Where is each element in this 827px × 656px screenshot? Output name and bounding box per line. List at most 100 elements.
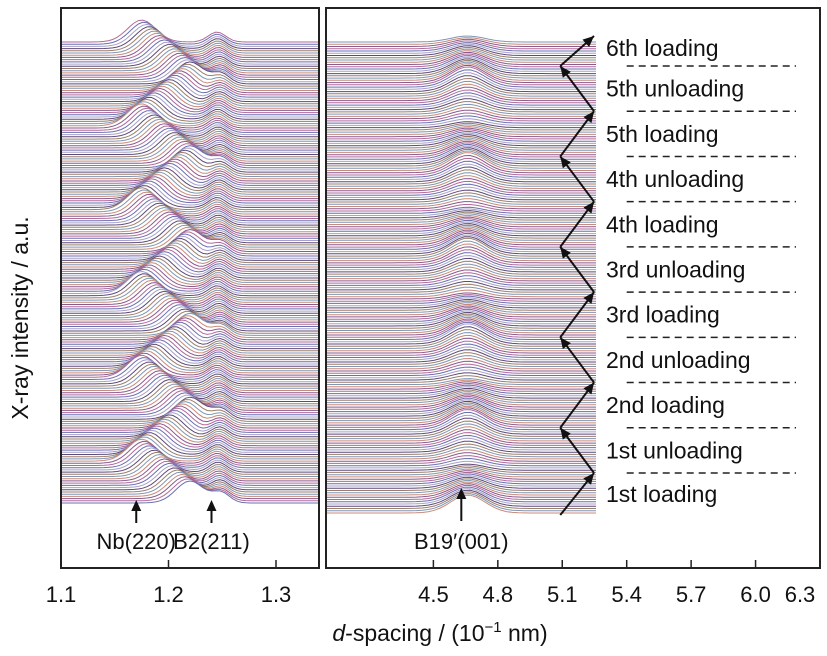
left-trace: [61, 198, 319, 222]
right-trace: [326, 226, 596, 241]
right-trace: [326, 143, 596, 160]
right-trace: [326, 494, 596, 514]
left-trace: [61, 427, 319, 451]
left-trace: [61, 332, 319, 356]
right-trace: [326, 115, 596, 124]
right-trace: [326, 152, 596, 171]
right-trace: [326, 132, 596, 144]
right-trace: [326, 414, 596, 433]
left-trace: [61, 118, 319, 142]
x-axis-ticks: 1.1 1.2 1.3 4.5 4.8 5.1 5.4 5.7 6.0 6.3: [46, 560, 821, 607]
right-trace: [326, 484, 596, 500]
left-trace: [61, 273, 319, 297]
right-trace: [326, 295, 596, 304]
x-tick-label: 5.7: [676, 582, 707, 607]
right-trace: [326, 231, 596, 248]
right-trace: [326, 83, 596, 99]
right-trace: [326, 55, 596, 70]
right-trace: [326, 150, 596, 169]
left-trace: [61, 191, 319, 215]
right-trace: [326, 208, 596, 216]
right-trace: [326, 106, 596, 117]
left-trace: [61, 372, 319, 396]
right-trace: [326, 340, 596, 356]
left-trace: [61, 83, 319, 107]
right-trace: [326, 372, 596, 381]
right-trace: [326, 48, 596, 61]
left-trace: [61, 337, 319, 361]
peak-label: Nb(220): [97, 529, 176, 554]
left-trace: [61, 23, 319, 47]
right-trace: [326, 320, 596, 338]
left-trace: [61, 370, 319, 394]
left-panel-frame: [60, 7, 320, 569]
left-trace: [61, 282, 319, 305]
right-trace: [326, 493, 596, 512]
right-trace: [326, 221, 596, 235]
left-trace: [61, 445, 319, 469]
x-tick-label: 4.8: [483, 582, 514, 607]
right-trace: [326, 50, 596, 63]
right-trace: [326, 95, 596, 108]
right-trace: [326, 310, 596, 325]
right-trace: [326, 157, 596, 176]
right-trace: [326, 389, 596, 401]
left-trace: [61, 343, 319, 367]
right-trace: [326, 452, 596, 462]
right-trace: [326, 127, 596, 138]
right-trace: [326, 201, 596, 210]
right-trace: [326, 172, 596, 187]
right-trace: [326, 369, 596, 379]
left-trace: [61, 156, 319, 180]
left-trace: [61, 189, 319, 213]
left-trace: [61, 447, 319, 471]
right-trace: [326, 223, 596, 237]
x-tick-label: 6.0: [740, 582, 771, 607]
left-trace: [61, 92, 319, 116]
left-trace: [61, 480, 319, 504]
right-trace: [326, 352, 596, 365]
stage-labels: 1st loading 1st unloading 2nd loading 2nd u…: [606, 35, 751, 507]
right-trace: [326, 249, 596, 266]
loading-zigzag: [559, 35, 595, 516]
left-trace: [61, 105, 319, 129]
right-trace: [326, 129, 596, 140]
right-trace: [326, 357, 596, 370]
right-trace: [326, 139, 596, 153]
right-trace: [326, 272, 596, 284]
right-trace: [326, 349, 596, 363]
right-trace: [326, 98, 596, 111]
x-axis-label-symbol: d: [332, 620, 346, 646]
right-trace: [326, 147, 596, 165]
x-axis-label: d-spacing / (10−1 nm): [332, 619, 547, 646]
right-trace: [326, 405, 596, 424]
left-trace: [61, 158, 319, 182]
right-trace: [326, 137, 596, 151]
right-trace: [326, 211, 596, 221]
left-trace: [61, 275, 319, 299]
right-trace: [326, 313, 596, 329]
right-trace: [326, 420, 596, 437]
left-trace: [61, 330, 319, 354]
right-trace: [326, 192, 596, 203]
right-trace: [326, 476, 596, 489]
right-trace: [326, 75, 596, 93]
left-label-background: [62, 512, 318, 567]
right-trace: [326, 468, 596, 478]
right-trace: [326, 432, 596, 446]
right-trace: [326, 289, 596, 298]
left-trace: [61, 173, 319, 197]
right-trace: [326, 186, 596, 198]
x-tick-label: 1.3: [261, 582, 292, 607]
x-axis-label-exponent: −1: [485, 619, 502, 636]
zigzag-arrowhead: [582, 36, 595, 48]
right-trace: [326, 77, 596, 95]
left-trace: [61, 242, 319, 266]
right-trace: [326, 395, 596, 410]
left-trace: [61, 37, 319, 61]
stage-label: 3rd loading: [606, 302, 720, 328]
right-trace: [326, 53, 596, 68]
right-trace: [326, 326, 596, 345]
right-trace: [326, 471, 596, 482]
